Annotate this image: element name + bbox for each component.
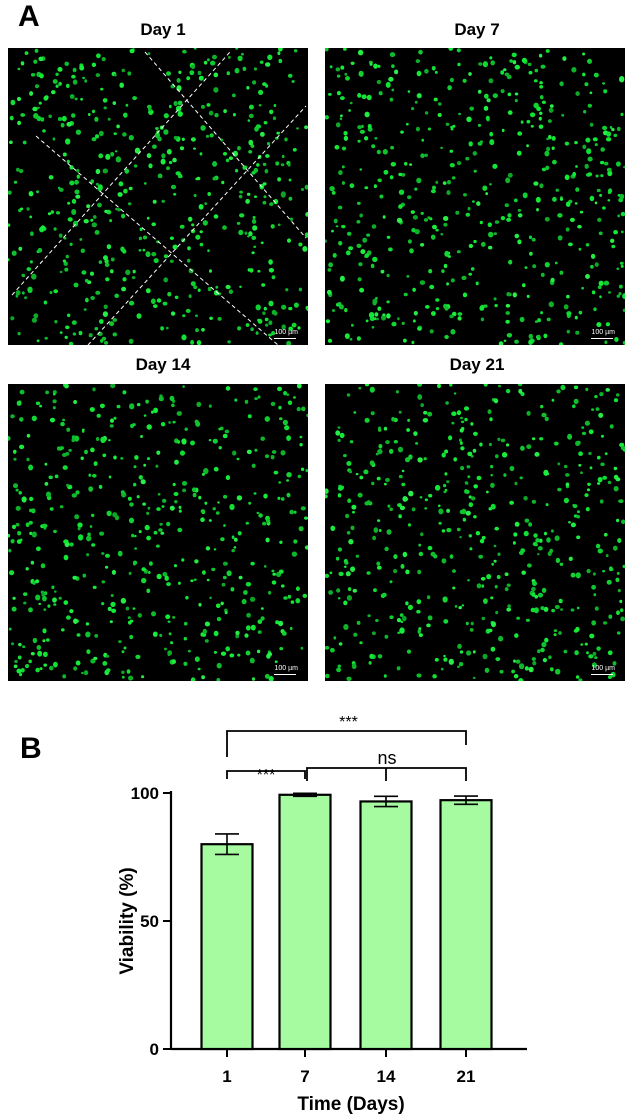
micrograph-day-21: 100 µm	[325, 384, 625, 681]
error-bar-day-1	[215, 833, 239, 856]
scale-bar-label: 100 µm	[591, 329, 616, 336]
cell-nuclei	[8, 48, 308, 345]
micrograph-day-1: 100 µm	[8, 48, 308, 345]
error-bar-day-7	[293, 792, 317, 798]
day-7-label: Day 7	[454, 20, 500, 39]
scale-bar	[274, 338, 296, 339]
scale-bar-label: 100 µm	[274, 665, 299, 672]
bar-day-14	[359, 800, 413, 1051]
cell-nuclei	[325, 384, 625, 681]
bar-day-7	[278, 793, 332, 1051]
significance-label: ***	[257, 767, 276, 784]
viability-bar-chart: 0 50 100 1 7 14 21 Time (Days) Viability (%) *** *…	[117, 714, 527, 1115]
significance-label: ***	[339, 714, 358, 731]
bar-day-1	[200, 843, 254, 1051]
y-axis-title: Viability (%)	[117, 867, 138, 974]
scale-bar-label: 100 µm	[591, 665, 616, 672]
scale-bar	[274, 674, 296, 675]
scale-bar	[591, 674, 613, 675]
significance-bracket-1-vs-21	[226, 730, 467, 757]
dashed-grid-overlay	[11, 51, 307, 345]
micrograph-day-7: 100 µm	[325, 48, 625, 345]
cell-nuclei	[8, 384, 308, 681]
cell-nuclei	[325, 48, 625, 345]
scale-bar-label: 100 µm	[274, 329, 299, 336]
day-21-label: Day 21	[449, 355, 505, 374]
error-bar-day-21	[454, 795, 478, 806]
y-tick-label: 0	[150, 1040, 159, 1059]
error-bar-day-14	[374, 795, 398, 808]
scale-bar	[591, 338, 613, 339]
significance-bracket-7-vs-14-21	[306, 767, 467, 781]
day-1-label: Day 1	[140, 20, 186, 39]
micrograph-day-14: 100 µm	[8, 384, 308, 681]
x-tick-label: 14	[377, 1067, 396, 1086]
significance-bracket-1-vs-7	[226, 770, 306, 779]
panel-b-letter: B	[20, 732, 42, 765]
day-14-label: Day 14	[135, 355, 191, 374]
x-axis-title: Time (Days)	[297, 1094, 404, 1115]
bar-day-21	[439, 799, 493, 1051]
x-tick-label: 1	[222, 1067, 231, 1086]
y-tick-label: 100	[131, 784, 159, 803]
panel-a-letter: A	[18, 0, 40, 33]
x-tick-label: 21	[457, 1067, 476, 1086]
significance-label: ns	[377, 748, 396, 768]
x-tick-label: 7	[300, 1067, 309, 1086]
y-tick-label: 50	[140, 912, 159, 931]
